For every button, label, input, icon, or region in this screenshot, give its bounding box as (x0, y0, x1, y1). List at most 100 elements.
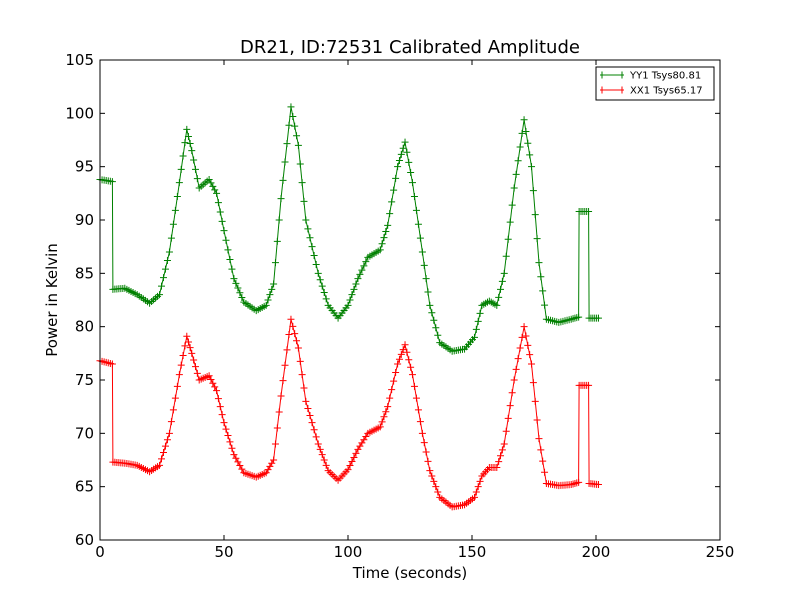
data-point-marker (497, 452, 505, 460)
data-point-marker (537, 273, 545, 281)
data-point-marker (291, 122, 299, 130)
x-tick-label: 150 (458, 543, 487, 561)
y-tick-label: 65 (75, 478, 94, 496)
data-point-marker (434, 331, 442, 339)
data-point-marker (428, 309, 436, 317)
data-point-marker (399, 346, 407, 354)
data-point-marker (573, 479, 581, 487)
data-point-marker (306, 412, 314, 420)
data-point-marker (308, 243, 316, 251)
data-point-marker (188, 349, 196, 357)
data-point-marker (190, 156, 198, 164)
data-point-marker (418, 429, 426, 437)
data-point-marker (528, 360, 536, 368)
data-point-marker (401, 138, 409, 146)
data-point-marker (283, 140, 291, 148)
data-point-marker (156, 291, 164, 299)
data-point-marker (304, 404, 312, 412)
data-point-marker (191, 363, 199, 371)
data-point-marker (405, 158, 413, 166)
data-point-marker (222, 425, 230, 433)
data-point-marker (181, 342, 189, 350)
data-point-marker (262, 301, 270, 309)
data-point-marker (308, 419, 316, 427)
data-point-marker (573, 314, 581, 322)
axis-ticks: 0 50 100 150 200 250 60 65 70 75 80 85 90 95 100 105 (65, 51, 734, 561)
data-point-marker (294, 344, 302, 352)
data-point-marker (394, 360, 402, 368)
data-point-marker (214, 395, 222, 403)
data-point-marker (205, 372, 213, 380)
series-markers (96, 103, 602, 355)
data-point-marker (420, 439, 428, 447)
data-point-marker (506, 218, 514, 226)
y-tick-label: 100 (65, 104, 94, 122)
data-point-marker (346, 296, 354, 304)
data-point-marker (520, 116, 528, 124)
data-point-marker (497, 285, 505, 293)
data-point-marker (270, 280, 278, 288)
data-point-marker (470, 333, 478, 341)
legend-marker (601, 86, 623, 94)
data-point-marker (277, 392, 285, 400)
data-point-marker (181, 139, 189, 147)
data-point-marker (418, 248, 426, 256)
data-point-marker (504, 235, 512, 243)
data-point-marker (426, 467, 434, 475)
data-point-marker (360, 262, 368, 270)
data-point-marker (214, 199, 222, 207)
data-point-marker (502, 427, 510, 435)
data-point-marker (512, 365, 520, 373)
data-point-marker (193, 369, 201, 377)
data-point-marker (298, 371, 306, 379)
data-point-marker (382, 408, 390, 416)
data-point-marker (273, 424, 281, 432)
legend: YY1 Tsys80.81 XX1 Tsys65.17 (595, 66, 715, 101)
data-point-marker (410, 193, 418, 201)
data-point-marker (533, 235, 541, 243)
data-point-marker (234, 458, 242, 466)
data-point-marker (159, 449, 167, 457)
data-point-marker (275, 216, 283, 224)
data-point-marker (238, 465, 246, 473)
data-point-marker (416, 418, 424, 426)
data-point-marker (159, 274, 167, 282)
data-point-marker (314, 440, 322, 448)
data-point-marker (493, 301, 501, 309)
data-point-marker (266, 462, 274, 470)
data-point-marker (575, 478, 583, 486)
data-point-marker (585, 381, 593, 389)
data-point-marker (424, 457, 432, 465)
series-1 (96, 103, 602, 355)
data-point-marker (569, 480, 577, 488)
data-point-marker (291, 330, 299, 338)
data-point-marker (183, 332, 191, 340)
data-point-marker (533, 416, 541, 424)
data-point-marker (281, 158, 289, 166)
y-tick-label: 75 (75, 371, 94, 389)
data-point-marker (171, 394, 179, 402)
data-point-marker (529, 187, 537, 195)
data-point-marker (388, 386, 396, 394)
data-point-marker (506, 402, 514, 410)
data-point-marker (275, 408, 283, 416)
data-point-marker (193, 175, 201, 183)
data-point-marker (356, 270, 364, 278)
y-axis-label: Power in Kelvin (43, 243, 61, 357)
data-point-marker (316, 276, 324, 284)
data-point-marker (397, 350, 405, 358)
data-point-marker (184, 132, 192, 140)
data-point-marker (312, 433, 320, 441)
data-point-marker (163, 436, 171, 444)
legend-item: XX1 Tsys65.17 (600, 86, 703, 97)
data-point-marker (539, 287, 547, 295)
data-point-marker (310, 426, 318, 434)
data-point-marker (224, 246, 232, 254)
data-point-marker (348, 291, 356, 299)
data-point-marker (169, 406, 177, 414)
data-point-marker (390, 377, 398, 385)
data-point-marker (302, 397, 310, 405)
legend-label: XX1 Tsys65.17 (630, 86, 703, 97)
data-point-marker (211, 186, 219, 194)
data-point-marker (408, 371, 416, 379)
